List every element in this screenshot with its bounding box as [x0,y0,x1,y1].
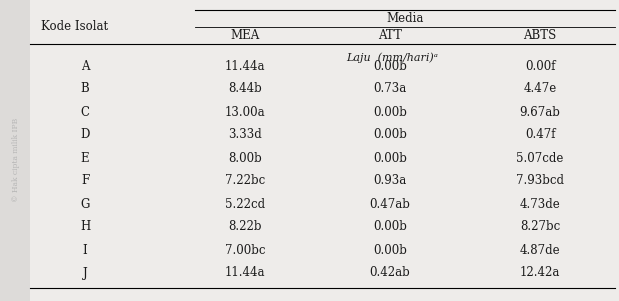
Text: 11.44a: 11.44a [225,60,266,73]
Text: B: B [80,82,89,95]
Text: Kode Isolat: Kode Isolat [41,20,108,33]
Text: D: D [80,129,90,141]
Text: 11.44a: 11.44a [225,266,266,280]
Text: 0.00b: 0.00b [373,244,407,256]
Text: E: E [80,151,89,165]
Text: 0.00f: 0.00f [525,60,555,73]
Text: 5.22cd: 5.22cd [225,197,265,210]
Text: 7.22bc: 7.22bc [225,175,265,188]
Text: 8.00b: 8.00b [228,151,262,165]
Text: 0.73a: 0.73a [373,82,407,95]
Text: ATT: ATT [378,29,402,42]
Text: A: A [80,60,89,73]
Text: I: I [82,244,87,256]
Text: F: F [81,175,89,188]
Text: 8.22b: 8.22b [228,221,262,234]
Text: H: H [80,221,90,234]
Text: 9.67ab: 9.67ab [519,105,560,119]
Text: Media: Media [386,12,423,25]
Text: 0.47f: 0.47f [525,129,555,141]
Text: 5.07cde: 5.07cde [516,151,564,165]
Text: ABTS: ABTS [524,29,556,42]
Text: 0.00b: 0.00b [373,105,407,119]
Text: 7.00bc: 7.00bc [225,244,266,256]
Text: C: C [80,105,90,119]
Text: 0.42ab: 0.42ab [370,266,410,280]
Text: 0.00b: 0.00b [373,151,407,165]
Text: 4.47e: 4.47e [524,82,556,95]
Text: 7.93bcd: 7.93bcd [516,175,564,188]
Text: MEA: MEA [230,29,259,42]
FancyBboxPatch shape [0,0,30,301]
Text: 13.00a: 13.00a [225,105,266,119]
Text: 8.44b: 8.44b [228,82,262,95]
Text: G: G [80,197,90,210]
Text: J: J [82,266,87,280]
Text: 8.27bc: 8.27bc [520,221,560,234]
Text: 3.33d: 3.33d [228,129,262,141]
Text: Laju  (mm/hari)ᵃ: Laju (mm/hari)ᵃ [347,53,438,63]
Text: 4.73de: 4.73de [519,197,560,210]
Text: © Hak cipta milik IPB: © Hak cipta milik IPB [12,118,20,202]
Text: 0.93a: 0.93a [373,175,407,188]
Text: 0.00b: 0.00b [373,221,407,234]
Text: 0.00b: 0.00b [373,60,407,73]
Text: 4.87de: 4.87de [520,244,560,256]
Text: 12.42a: 12.42a [520,266,560,280]
Text: 0.47ab: 0.47ab [370,197,410,210]
Text: 0.00b: 0.00b [373,129,407,141]
